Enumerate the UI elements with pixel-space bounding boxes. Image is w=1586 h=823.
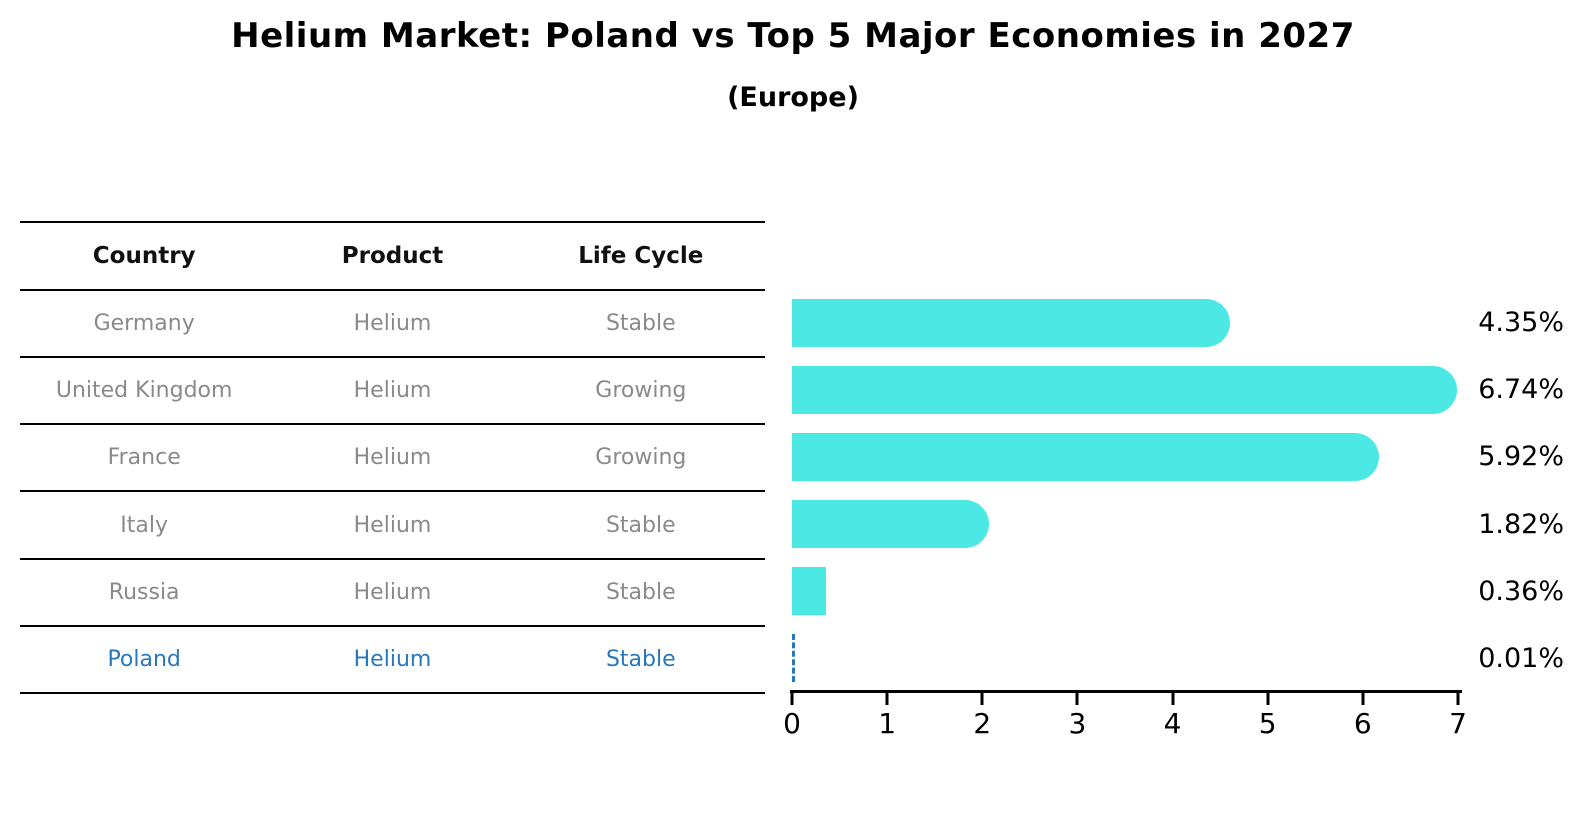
x-tick-7 — [1456, 693, 1460, 705]
chart-subtitle: (Europe) — [727, 82, 859, 113]
value-label-row-united-kingdom: 6.74% — [1458, 356, 1564, 423]
column-header-life-cycle: Life Cycle — [578, 243, 704, 269]
x-tick-0 — [790, 693, 794, 705]
table-row-united-kingdom: United Kingdom Helium Growing — [20, 358, 765, 426]
x-tick-label-5: 5 — [1258, 707, 1277, 740]
value-label-poland: 0.01% — [1478, 642, 1564, 674]
x-tick-label-2: 2 — [973, 707, 992, 740]
chart-title: Helium Market: Poland vs Top 5 Major Eco… — [231, 16, 1355, 56]
cell-country: United Kingdom — [55, 378, 233, 404]
bar-row-united-kingdom — [792, 356, 1458, 423]
cell-product: Helium — [353, 445, 432, 471]
column-header-country: Country — [92, 243, 196, 269]
cell-product: Helium — [353, 311, 432, 337]
x-tick-label-7: 7 — [1449, 707, 1467, 740]
value-label-germany: 4.35% — [1478, 307, 1564, 339]
x-tick-5 — [1266, 693, 1270, 705]
table-row-poland: Poland Helium Stable — [20, 627, 765, 694]
x-tick-label-3: 3 — [1068, 707, 1087, 740]
cell-product: Helium — [353, 512, 432, 538]
value-label-row-italy: 1.82% — [1458, 490, 1564, 557]
bar-row-france — [792, 423, 1458, 490]
x-tick-6 — [1361, 693, 1365, 705]
cell-product: Helium — [353, 646, 432, 672]
value-label-russia: 0.36% — [1478, 575, 1564, 607]
cell-country: Poland — [107, 646, 181, 672]
bar-plot-area — [792, 289, 1458, 692]
bar-france — [792, 432, 1380, 481]
value-label-row-germany: 4.35% — [1458, 289, 1564, 356]
table-row-germany: Germany Helium Stable — [20, 291, 765, 359]
cell-life-cycle: Stable — [605, 512, 676, 538]
cell-life-cycle: Stable — [605, 646, 676, 672]
cell-life-cycle: Stable — [605, 311, 676, 337]
x-tick-1 — [885, 693, 889, 705]
highlight-bar-poland — [792, 634, 795, 683]
bar-germany — [792, 298, 1230, 347]
cell-country: Italy — [120, 512, 169, 538]
bar-row-russia — [792, 558, 1458, 625]
x-tick-label-1: 1 — [878, 707, 897, 740]
cell-country: Germany — [93, 311, 195, 337]
value-label-italy: 1.82% — [1478, 508, 1564, 540]
bar-row-germany — [792, 289, 1458, 356]
cell-life-cycle: Stable — [605, 579, 676, 605]
value-label-column: 4.35% 6.74% 5.92% 1.82% 0.36% 0.01% — [1458, 289, 1564, 692]
value-label-france: 5.92% — [1478, 441, 1564, 473]
table-row-france: France Helium Growing — [20, 425, 765, 493]
x-tick-2 — [980, 693, 984, 705]
x-tick-3 — [1075, 693, 1079, 705]
x-axis: 0 1 2 3 4 5 6 7 — [783, 690, 1467, 747]
cell-life-cycle: Growing — [595, 445, 687, 471]
value-label-united-kingdom: 6.74% — [1478, 374, 1564, 406]
bar-row-poland — [792, 625, 1458, 692]
cell-product: Helium — [353, 579, 432, 605]
bar-italy — [792, 500, 990, 549]
x-tick-label-4: 4 — [1163, 707, 1182, 740]
cell-country: France — [107, 445, 181, 471]
bar-united-kingdom — [792, 365, 1458, 414]
value-label-row-russia: 0.36% — [1458, 558, 1564, 625]
cell-country: Russia — [108, 579, 180, 605]
value-label-row-france: 5.92% — [1458, 423, 1564, 490]
comparison-table: Country Product Life Cycle Germany Helium St… — [20, 221, 765, 694]
bar-russia — [792, 567, 827, 616]
value-label-row-poland: 0.01% — [1458, 625, 1564, 692]
table-row-russia: Russia Helium Stable — [20, 560, 765, 627]
x-tick-label-0: 0 — [783, 707, 801, 740]
x-tick-4 — [1171, 693, 1175, 705]
cell-product: Helium — [353, 378, 432, 404]
x-tick-label-6: 6 — [1353, 707, 1372, 740]
cell-life-cycle: Growing — [595, 378, 687, 404]
bar-row-italy — [792, 490, 1458, 557]
table-row-italy: Italy Helium Stable — [20, 492, 765, 560]
column-header-product: Product — [341, 243, 444, 269]
table-header-row: Country Product Life Cycle — [20, 223, 765, 291]
